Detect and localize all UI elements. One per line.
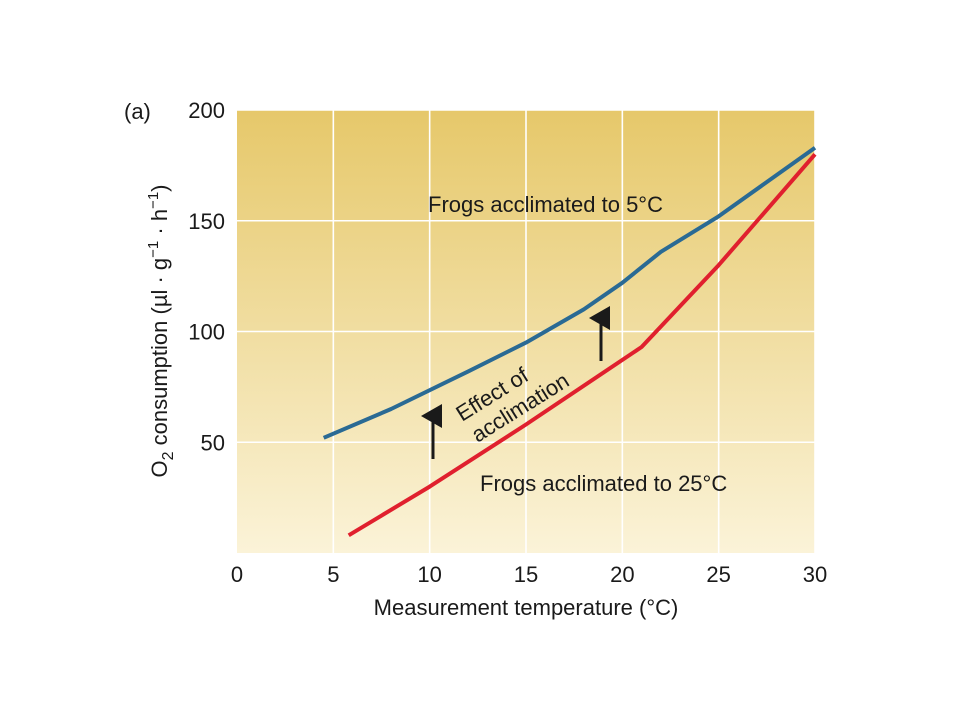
x-tick-label: 10 — [417, 562, 441, 587]
y-tick-label: 50 — [201, 430, 225, 455]
x-tick-label: 30 — [803, 562, 827, 587]
y-axis-title-sub: 2 — [160, 451, 177, 460]
x-tick-label: 20 — [610, 562, 634, 587]
y-axis-title: O2 consumption (µl · g−1 · h−1) — [145, 184, 177, 477]
panel-label: (a) — [124, 99, 151, 124]
y-axis-title-main: consumption (µl · g — [147, 258, 172, 452]
series-label-5c: Frogs acclimated to 5°C — [428, 192, 663, 217]
y-tick-labels: 50 100 150 200 — [188, 98, 225, 455]
x-axis-title: Measurement temperature (°C) — [374, 595, 679, 620]
x-tick-label: 5 — [327, 562, 339, 587]
grid — [237, 109, 816, 553]
y-axis-title-o: O — [147, 460, 172, 477]
y-tick-label: 200 — [188, 98, 225, 123]
y-tick-label: 100 — [188, 320, 225, 345]
x-tick-label: 0 — [231, 562, 243, 587]
y-axis-title-sup1: −1 — [145, 241, 162, 258]
series-line-5c — [322, 146, 817, 440]
series-lines — [322, 146, 817, 538]
series-line-25c — [347, 152, 817, 538]
y-axis-title-mid: · h — [147, 209, 172, 241]
series-label-25c: Frogs acclimated to 25°C — [480, 471, 727, 496]
x-tick-label: 25 — [706, 562, 730, 587]
y-axis-title-sup2: −1 — [145, 192, 162, 209]
x-tick-label: 15 — [514, 562, 538, 587]
x-tick-labels: 0 5 10 15 20 25 30 — [231, 562, 827, 587]
y-tick-label: 150 — [188, 209, 225, 234]
y-axis-title-end: ) — [147, 184, 172, 191]
